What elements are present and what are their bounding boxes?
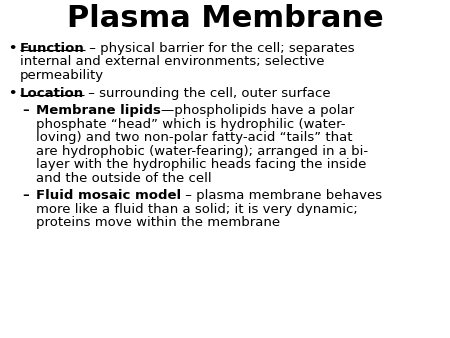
Text: – surrounding the cell, outer surface: – surrounding the cell, outer surface bbox=[84, 87, 331, 100]
Text: •: • bbox=[8, 87, 16, 100]
Text: •: • bbox=[8, 42, 16, 55]
Text: permeability: permeability bbox=[20, 69, 104, 82]
Text: internal and external environments; selective: internal and external environments; sele… bbox=[20, 55, 324, 69]
Text: loving) and two non-polar fatty-acid “tails” that: loving) and two non-polar fatty-acid “ta… bbox=[36, 131, 352, 144]
Text: –: – bbox=[22, 104, 29, 117]
Text: –: – bbox=[22, 189, 29, 202]
Text: Plasma Membrane: Plasma Membrane bbox=[67, 4, 383, 33]
Text: and the outside of the cell: and the outside of the cell bbox=[36, 172, 211, 185]
Text: more like a fluid than a solid; it is very dynamic;: more like a fluid than a solid; it is ve… bbox=[36, 203, 358, 216]
Text: – plasma membrane behaves: – plasma membrane behaves bbox=[181, 189, 382, 202]
Text: are hydrophobic (water-fearing); arranged in a bi-: are hydrophobic (water-fearing); arrange… bbox=[36, 145, 368, 158]
Text: Fluid mosaic model: Fluid mosaic model bbox=[36, 189, 181, 202]
Text: phosphate “head” which is hydrophilic (water-: phosphate “head” which is hydrophilic (w… bbox=[36, 118, 346, 130]
Text: —phospholipids have a polar: —phospholipids have a polar bbox=[161, 104, 354, 117]
Text: Function: Function bbox=[20, 42, 85, 55]
Text: layer with the hydrophilic heads facing the inside: layer with the hydrophilic heads facing … bbox=[36, 158, 366, 171]
Text: – physical barrier for the cell; separates: – physical barrier for the cell; separat… bbox=[85, 42, 355, 55]
Text: Location: Location bbox=[20, 87, 84, 100]
Text: proteins move within the membrane: proteins move within the membrane bbox=[36, 216, 280, 229]
Text: Membrane lipids: Membrane lipids bbox=[36, 104, 161, 117]
